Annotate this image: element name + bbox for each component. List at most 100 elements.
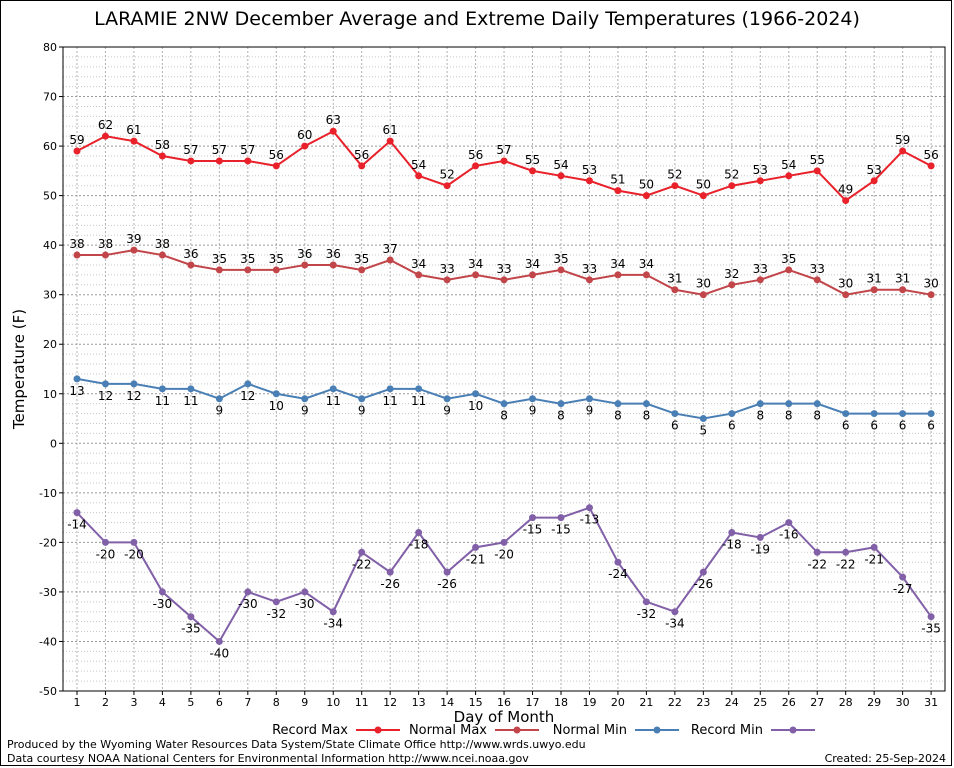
data-point [358,266,366,274]
data-point [585,504,593,512]
x-tick-label: 9 [301,696,308,709]
data-label: 11 [326,394,341,408]
data-label: 8 [614,409,622,423]
data-point [472,271,480,279]
data-point [870,543,878,551]
data-label: 8 [785,409,793,423]
data-label: -21 [466,552,486,566]
legend-marker [513,726,521,734]
data-point [813,548,821,556]
data-label: 6 [728,419,736,433]
data-point [557,514,565,522]
data-point [101,132,109,140]
data-label: 34 [468,257,483,271]
data-label: 60 [297,128,312,142]
data-label: 12 [126,389,141,403]
data-label: 11 [411,394,426,408]
y-tick-label: 30 [43,289,57,302]
data-point [870,177,878,185]
data-label: -20 [124,547,144,561]
data-point [842,548,850,556]
data-point [642,192,650,200]
x-tick-label: 2 [102,696,109,709]
data-label: 55 [525,153,540,167]
data-label: -26 [694,577,714,591]
data-point [529,271,537,279]
x-tick-label: 11 [355,696,369,709]
data-point [756,400,764,408]
series-record-min: -14-20 -20-30-35-40-30-32-30-34-22-26-18-… [67,504,941,660]
data-label: 54 [553,158,568,172]
x-tick-label: 29 [867,696,881,709]
data-point [386,256,394,264]
data-point [415,172,423,180]
x-tick-label: 19 [582,696,596,709]
y-tick-label: -30 [39,586,57,599]
data-label: 13 [69,384,84,398]
data-point [244,380,252,388]
data-point [358,395,366,403]
data-label: -35 [181,622,201,636]
data-point [272,266,280,274]
data-label: -32 [637,607,657,621]
data-point [73,509,81,517]
data-point [158,251,166,259]
x-axis-label: Day of Month [454,708,555,726]
data-point [158,385,166,393]
data-point [415,271,423,279]
data-point [386,385,394,393]
data-label: 57 [212,143,227,157]
legend-marker [374,726,382,734]
footer-credit: Produced by the Wyoming Water Resources … [7,738,586,751]
data-point [215,266,223,274]
legend-item: Record Min [691,723,815,738]
data-point [130,380,138,388]
data-point [187,613,195,621]
data-point [101,251,109,259]
x-tick-label: 13 [412,696,426,709]
data-point [585,276,593,284]
data-label: -20 [96,547,116,561]
data-point [927,410,935,418]
data-label: 54 [781,158,796,172]
data-point [671,608,679,616]
data-label: -15 [551,523,571,537]
data-point [215,157,223,165]
data-point [500,157,508,165]
data-label: -14 [67,518,87,532]
data-point [301,261,309,269]
data-label: 51 [610,173,625,187]
data-point [244,266,252,274]
data-label: 12 [98,389,113,403]
data-label: 61 [126,123,141,137]
data-point [130,137,138,145]
data-point [415,528,423,536]
legend-label: Normal Min [553,723,627,738]
data-label: 38 [69,237,84,251]
data-label: -20 [494,547,514,561]
data-label: 61 [383,123,398,137]
data-label: -34 [665,617,685,631]
data-label: 6 [842,419,850,433]
data-point [500,400,508,408]
data-point [187,385,195,393]
data-point [699,291,707,299]
data-label: 33 [582,262,597,276]
data-point [699,192,707,200]
y-tick-label: -40 [39,635,57,648]
data-label: 11 [383,394,398,408]
data-label: -35 [921,622,941,636]
y-tick-label: 0 [50,437,57,450]
data-point [158,588,166,596]
data-label: 52 [439,168,454,182]
legend-label: Record Max [272,723,348,738]
x-tick-label: 26 [782,696,796,709]
x-tick-label: 25 [753,696,767,709]
data-point [699,415,707,423]
data-label: 38 [155,237,170,251]
data-point [813,400,821,408]
y-tick-label: -50 [39,685,57,698]
data-label: 39 [126,232,141,246]
data-point [756,276,764,284]
data-label: 9 [586,404,594,418]
